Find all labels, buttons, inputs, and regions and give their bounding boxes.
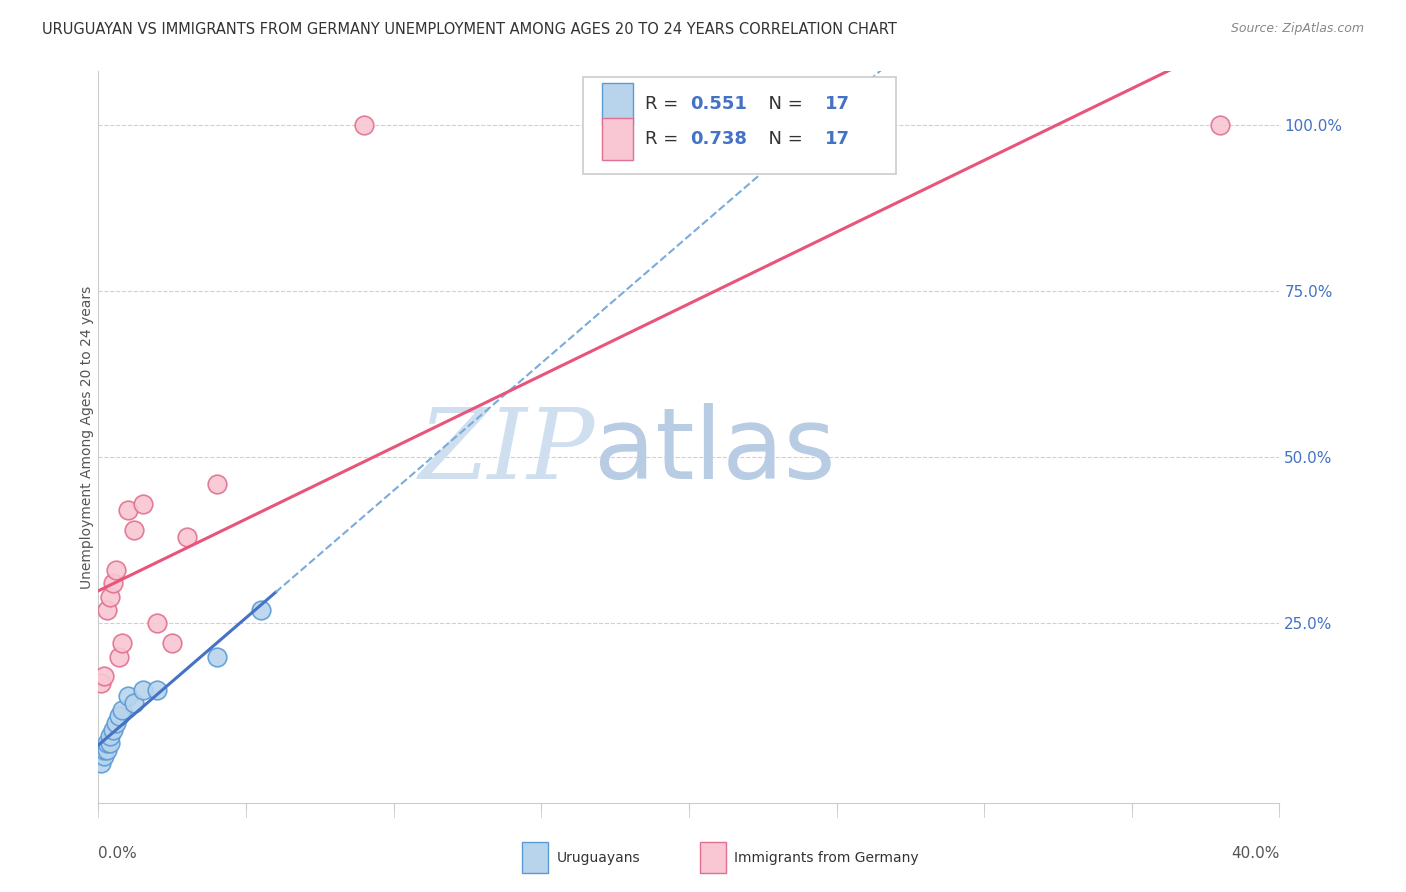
Point <box>108 709 131 723</box>
Point <box>146 682 169 697</box>
Text: 0.0%: 0.0% <box>98 846 138 861</box>
Text: Source: ZipAtlas.com: Source: ZipAtlas.com <box>1230 22 1364 36</box>
Point <box>93 742 115 756</box>
Point <box>122 523 145 537</box>
Point <box>117 503 139 517</box>
Text: 0.738: 0.738 <box>690 130 747 148</box>
Text: atlas: atlas <box>595 403 837 500</box>
Point <box>93 749 115 764</box>
Text: 17: 17 <box>825 130 849 148</box>
Text: N =: N = <box>758 130 808 148</box>
Text: N =: N = <box>758 95 808 113</box>
Text: Uruguayans: Uruguayans <box>557 851 640 864</box>
Point <box>162 636 183 650</box>
Point <box>105 716 128 731</box>
Point <box>132 497 155 511</box>
Text: ZIP: ZIP <box>418 404 595 500</box>
Point <box>96 742 118 756</box>
Text: R =: R = <box>645 95 685 113</box>
Point <box>250 603 273 617</box>
Text: Immigrants from Germany: Immigrants from Germany <box>734 851 918 864</box>
FancyBboxPatch shape <box>523 842 548 873</box>
Point <box>146 616 169 631</box>
Point <box>111 636 134 650</box>
Point <box>1209 118 1232 132</box>
Point <box>103 723 125 737</box>
Point <box>96 736 118 750</box>
FancyBboxPatch shape <box>602 83 634 125</box>
Point <box>132 682 155 697</box>
Text: 0.551: 0.551 <box>690 95 747 113</box>
Y-axis label: Unemployment Among Ages 20 to 24 years: Unemployment Among Ages 20 to 24 years <box>80 285 94 589</box>
Point <box>98 590 121 604</box>
FancyBboxPatch shape <box>582 78 896 174</box>
Text: URUGUAYAN VS IMMIGRANTS FROM GERMANY UNEMPLOYMENT AMONG AGES 20 TO 24 YEARS CORR: URUGUAYAN VS IMMIGRANTS FROM GERMANY UNE… <box>42 22 897 37</box>
Point <box>117 690 139 704</box>
Point <box>105 563 128 577</box>
FancyBboxPatch shape <box>700 842 725 873</box>
Point <box>98 729 121 743</box>
Point <box>90 676 112 690</box>
Point <box>96 603 118 617</box>
Point <box>103 576 125 591</box>
Point <box>205 476 228 491</box>
Point <box>122 696 145 710</box>
Point <box>90 756 112 770</box>
FancyBboxPatch shape <box>602 118 634 160</box>
Point <box>93 669 115 683</box>
Point <box>353 118 375 132</box>
Point <box>205 649 228 664</box>
Point <box>98 736 121 750</box>
Text: R =: R = <box>645 130 685 148</box>
Text: 17: 17 <box>825 95 849 113</box>
Point <box>108 649 131 664</box>
Point <box>111 703 134 717</box>
Text: 40.0%: 40.0% <box>1232 846 1279 861</box>
Point <box>176 530 198 544</box>
